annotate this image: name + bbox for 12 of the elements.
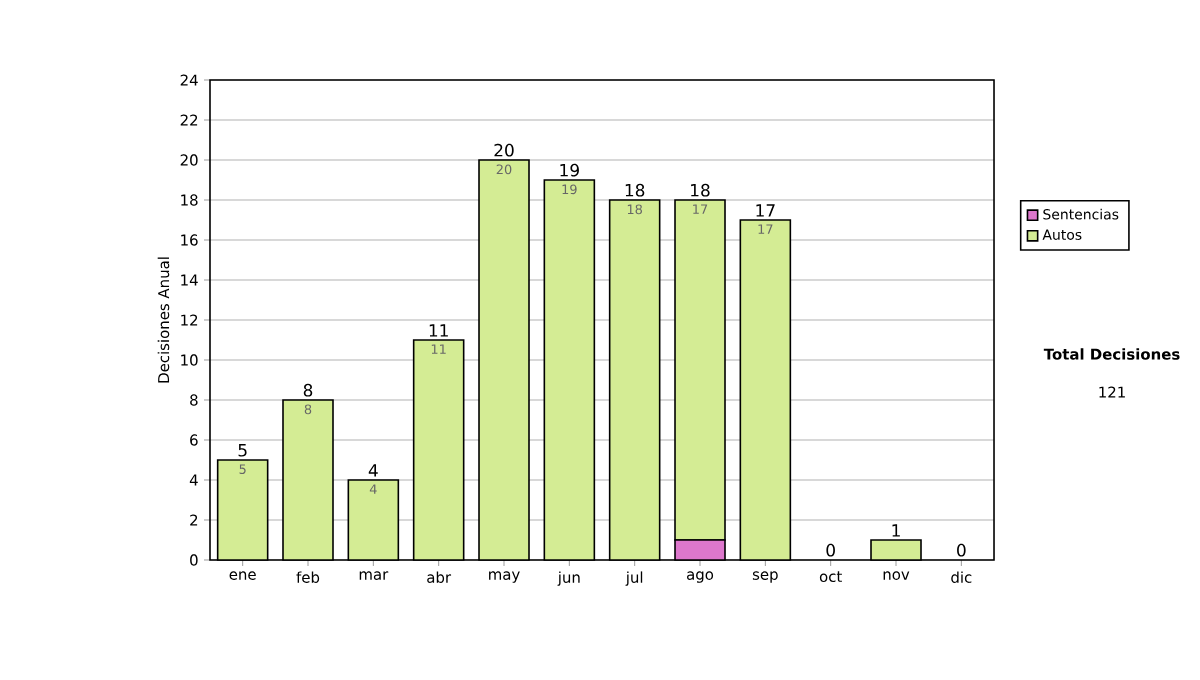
total-label: 20 — [494, 143, 514, 157]
total-label: 0 — [826, 543, 835, 557]
total-label: 19 — [560, 163, 579, 177]
total-label: 8 — [303, 383, 313, 397]
total-label: 1 — [892, 524, 900, 537]
total-label: 18 — [625, 183, 645, 197]
total-label: 4 — [368, 464, 378, 477]
total-label: 18 — [691, 183, 710, 197]
total-label: 17 — [756, 204, 775, 217]
total-label: 0 — [957, 543, 966, 557]
total-label: 11 — [429, 324, 448, 337]
total-label: 5 — [238, 444, 247, 457]
